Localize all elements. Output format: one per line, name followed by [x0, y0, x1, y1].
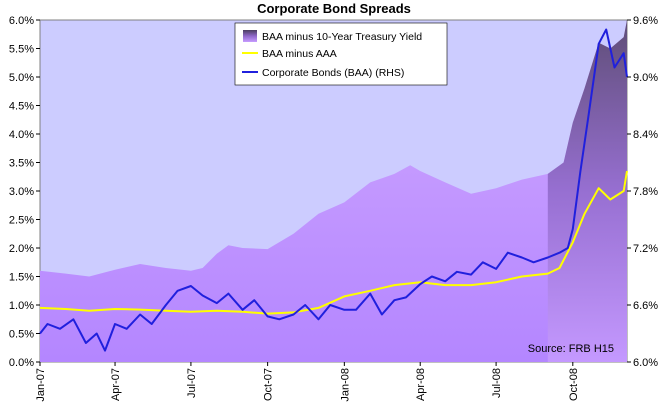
y-left-tick-label: 4.0%: [9, 129, 34, 141]
x-tick-label: Jan-08: [339, 368, 351, 402]
legend: BAA minus 10-Year Treasury Yield BAA min…: [234, 22, 448, 86]
y-left-tick-label: 5.5%: [9, 44, 34, 56]
chart-title: Corporate Bond Spreads: [257, 1, 411, 16]
y-left-tick-label: 5.0%: [9, 72, 34, 84]
y-left-tick-label: 0.5%: [9, 329, 34, 341]
y-right-tick-label: 9.6%: [633, 15, 658, 27]
legend-label-1: BAA minus AAA: [262, 48, 337, 60]
y-right-tick-label: 7.8%: [633, 186, 658, 198]
line-baa-minus-aaa: [39, 170, 628, 315]
y-right-tick-label: 8.4%: [633, 129, 658, 141]
y-left-tick-label: 2.0%: [9, 243, 34, 255]
y-right-tick-label: 6.0%: [633, 357, 658, 369]
line-series: [39, 28, 628, 352]
x-tick-label: Jan-07: [35, 368, 47, 402]
legend-label-2: Corporate Bonds (BAA) (RHS): [262, 67, 404, 79]
y-left-tick-label: 4.5%: [9, 101, 34, 113]
x-tick-label: Oct-08: [568, 368, 580, 401]
y-left-tick-label: 0.0%: [9, 357, 34, 369]
y-left-tick-label: 2.5%: [9, 215, 34, 227]
area-series: [40, 20, 627, 362]
y-left-tick-label: 3.5%: [9, 158, 34, 170]
y-left-tick-label: 1.0%: [9, 300, 34, 312]
x-tick-label: Apr-08: [415, 368, 427, 401]
x-tick-label: Jul-07: [186, 368, 198, 398]
line-corporate-bonds-baa: [39, 28, 628, 352]
y-right-tick-label: 6.6%: [633, 300, 658, 312]
y-left-tick-label: 6.0%: [9, 15, 34, 27]
legend-label-0: BAA minus 10-Year Treasury Yield: [262, 31, 422, 43]
legend-box: [234, 22, 448, 86]
y-left-tick-label: 1.5%: [9, 272, 34, 284]
y-right-tick-label: 9.0%: [633, 72, 658, 84]
source-note: Source: FRB H15: [528, 343, 614, 355]
area-spike-shade: [547, 20, 627, 362]
x-tick-label: Apr-07: [110, 368, 122, 401]
y-right-tick-label: 7.2%: [633, 243, 658, 255]
area-baa-minus-treasury: [40, 20, 627, 362]
legend-swatch-0: [243, 30, 257, 42]
x-tick-label: Jul-08: [491, 368, 503, 398]
y-left-tick-label: 3.0%: [9, 186, 34, 198]
x-tick-label: Oct-07: [263, 368, 275, 401]
axes: 0.0% 0.5% 1.0% 1.5% 2.0% 2.5% 3.0% 3.5% 4.0% 4.5%…: [9, 15, 658, 402]
